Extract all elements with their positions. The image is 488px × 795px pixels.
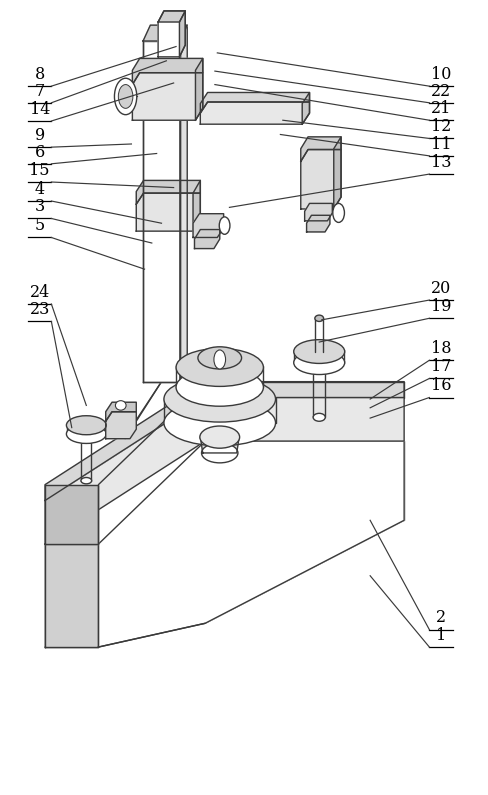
Polygon shape bbox=[201, 437, 239, 453]
Ellipse shape bbox=[294, 351, 345, 374]
Ellipse shape bbox=[198, 347, 242, 369]
Polygon shape bbox=[99, 441, 404, 647]
Polygon shape bbox=[132, 72, 203, 120]
Polygon shape bbox=[143, 25, 187, 41]
Text: 23: 23 bbox=[30, 301, 50, 318]
Text: 9: 9 bbox=[35, 127, 45, 144]
Text: 2: 2 bbox=[436, 610, 446, 626]
Circle shape bbox=[115, 78, 137, 114]
Circle shape bbox=[333, 204, 345, 223]
Ellipse shape bbox=[176, 348, 264, 386]
Text: 6: 6 bbox=[35, 144, 45, 161]
Ellipse shape bbox=[202, 443, 238, 463]
Circle shape bbox=[118, 84, 133, 108]
Text: 21: 21 bbox=[431, 100, 451, 117]
Ellipse shape bbox=[294, 339, 345, 363]
Ellipse shape bbox=[200, 426, 240, 448]
Polygon shape bbox=[193, 180, 201, 231]
Text: 22: 22 bbox=[431, 83, 451, 99]
Polygon shape bbox=[201, 102, 309, 124]
Polygon shape bbox=[195, 230, 220, 249]
Text: 12: 12 bbox=[431, 118, 451, 135]
Text: 13: 13 bbox=[431, 154, 451, 171]
Circle shape bbox=[214, 350, 225, 369]
Ellipse shape bbox=[315, 315, 324, 321]
Polygon shape bbox=[45, 382, 404, 501]
Polygon shape bbox=[196, 58, 203, 120]
Polygon shape bbox=[180, 25, 187, 382]
Polygon shape bbox=[193, 214, 224, 238]
Polygon shape bbox=[301, 137, 341, 161]
Text: 7: 7 bbox=[35, 83, 45, 99]
Polygon shape bbox=[45, 485, 99, 544]
Polygon shape bbox=[45, 398, 404, 544]
Polygon shape bbox=[143, 41, 180, 382]
Polygon shape bbox=[305, 204, 332, 221]
Text: 10: 10 bbox=[431, 66, 451, 83]
Polygon shape bbox=[306, 215, 330, 232]
Ellipse shape bbox=[176, 368, 264, 406]
Text: 15: 15 bbox=[29, 162, 50, 179]
Polygon shape bbox=[132, 58, 203, 84]
Ellipse shape bbox=[81, 478, 92, 484]
Text: 5: 5 bbox=[35, 217, 45, 235]
Polygon shape bbox=[201, 92, 309, 113]
Ellipse shape bbox=[66, 416, 106, 435]
Polygon shape bbox=[45, 544, 99, 647]
Text: 17: 17 bbox=[431, 359, 451, 375]
Text: 3: 3 bbox=[35, 198, 45, 215]
Ellipse shape bbox=[116, 401, 126, 410]
Text: 16: 16 bbox=[431, 378, 451, 394]
Text: 4: 4 bbox=[35, 180, 45, 198]
Polygon shape bbox=[334, 137, 341, 209]
Ellipse shape bbox=[164, 376, 276, 422]
Polygon shape bbox=[180, 11, 185, 57]
Text: 11: 11 bbox=[431, 136, 451, 153]
Polygon shape bbox=[158, 11, 185, 22]
Polygon shape bbox=[45, 544, 99, 647]
Ellipse shape bbox=[66, 425, 106, 444]
Polygon shape bbox=[136, 180, 201, 204]
Polygon shape bbox=[136, 193, 201, 231]
Circle shape bbox=[219, 217, 230, 235]
Text: 20: 20 bbox=[431, 280, 451, 297]
Text: 8: 8 bbox=[35, 66, 45, 83]
Text: 24: 24 bbox=[30, 284, 50, 301]
Text: 19: 19 bbox=[431, 298, 451, 315]
Ellipse shape bbox=[164, 400, 276, 446]
Polygon shape bbox=[106, 402, 136, 421]
Polygon shape bbox=[106, 412, 136, 439]
Ellipse shape bbox=[313, 413, 325, 421]
Text: 18: 18 bbox=[431, 340, 451, 357]
Polygon shape bbox=[302, 92, 309, 124]
Text: 1: 1 bbox=[436, 627, 446, 644]
Polygon shape bbox=[158, 11, 185, 57]
Text: 14: 14 bbox=[30, 101, 50, 118]
Polygon shape bbox=[301, 149, 341, 209]
